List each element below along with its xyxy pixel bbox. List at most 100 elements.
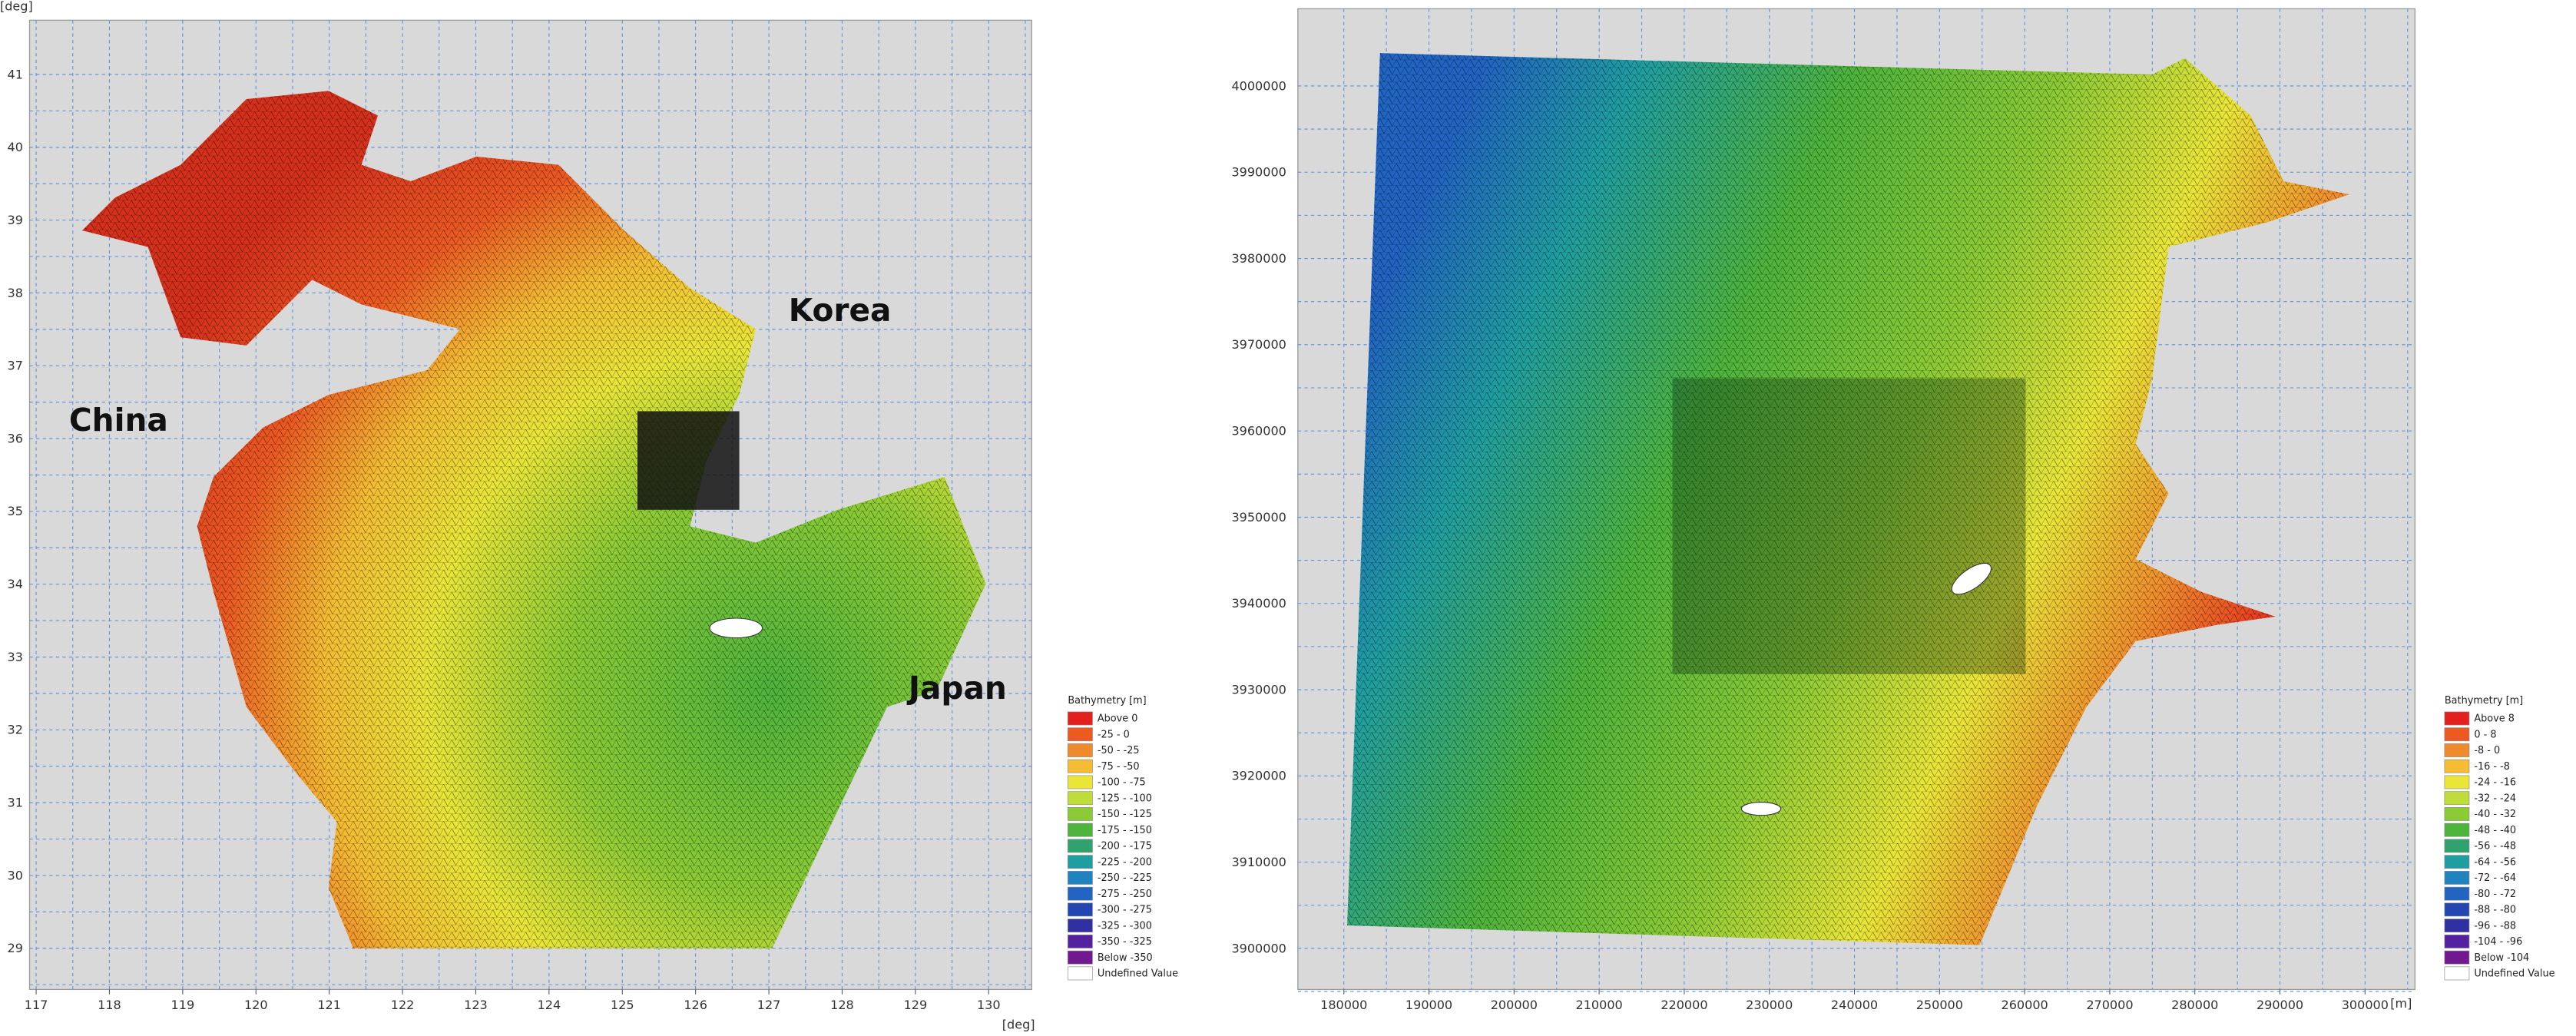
mesh <box>81 91 986 948</box>
x-tick-label: 190000 <box>1406 998 1452 1012</box>
legend-label: -250 - -225 <box>1098 872 1152 884</box>
y-tick-label: 3900000 <box>1231 941 1286 955</box>
x-tick-label: 118 <box>98 998 121 1012</box>
y-tick-label: 3960000 <box>1231 423 1286 438</box>
legend-label: -25 - 0 <box>1098 729 1130 740</box>
x-tick-label: 120 <box>244 998 268 1012</box>
legend-swatch <box>1068 950 1093 965</box>
axis-unit: [deg] <box>1002 1018 1035 1032</box>
y-tick-label: 40 <box>8 140 23 154</box>
legend-label: -175 - -150 <box>1098 825 1152 836</box>
legend-swatch <box>2444 711 2470 726</box>
legend-label: -75 - -50 <box>1098 761 1140 773</box>
legend-swatch <box>2444 775 2470 789</box>
x-tick-label: 210000 <box>1576 998 1623 1012</box>
x-tick-label: 117 <box>25 998 48 1012</box>
x-tick-label: 270000 <box>2086 998 2133 1012</box>
legend-swatch <box>2444 871 2470 885</box>
legend-label: -24 - -16 <box>2474 777 2516 789</box>
y-tick-label: 32 <box>8 723 23 737</box>
x-tick-label: 128 <box>830 998 854 1012</box>
x-tick-label: 220000 <box>1660 998 1707 1012</box>
x-tick-label: 129 <box>904 998 928 1012</box>
legend-swatch <box>1068 743 1093 757</box>
legend-swatch <box>1068 823 1093 837</box>
legend-swatch <box>1068 711 1093 726</box>
legend-label: -16 - -8 <box>2474 761 2510 773</box>
y-tick-label: 30 <box>8 868 23 882</box>
x-tick-label: 250000 <box>1916 998 1963 1012</box>
legend-swatch <box>1068 935 1093 948</box>
x-tick-label: 180000 <box>1320 998 1367 1012</box>
legend-swatch <box>2444 791 2470 806</box>
x-tick-label: 121 <box>317 998 341 1012</box>
legend-swatch <box>1068 839 1093 853</box>
x-tick-label: 125 <box>611 998 634 1012</box>
legend-label: -8 - 0 <box>2474 745 2500 756</box>
legend-swatch <box>1068 902 1093 917</box>
x-tick-label: 123 <box>464 998 488 1012</box>
legend-label: -150 - -125 <box>1098 809 1152 820</box>
legend-title: Bathymetry [m] <box>2445 695 2523 707</box>
legend-label: -80 - -72 <box>2474 889 2516 900</box>
axis-unit: [m] <box>2390 996 2412 1011</box>
x-tick-label: 126 <box>684 998 707 1012</box>
legend-label: -88 - -80 <box>2474 905 2516 916</box>
legend-label: -104 - -96 <box>2474 936 2522 948</box>
legend-swatch <box>1068 727 1093 742</box>
island <box>1951 562 1992 595</box>
legend-label: Below -104 <box>2474 952 2529 964</box>
y-tick-label: 31 <box>8 796 23 810</box>
y-tick-label: 3980000 <box>1231 251 1286 266</box>
legend-swatch <box>2444 902 2470 917</box>
legend-swatch <box>2444 950 2470 965</box>
legend-label: -32 - -24 <box>2474 793 2516 804</box>
y-tick-label: 3970000 <box>1231 337 1286 352</box>
legend-label: -350 - -325 <box>1098 936 1152 948</box>
legend-swatch <box>2444 966 2470 981</box>
legend-label: -72 - -64 <box>2474 872 2516 884</box>
x-tick-label: 280000 <box>2171 998 2218 1012</box>
x-tick-label: 122 <box>391 998 415 1012</box>
y-tick-label: 3910000 <box>1231 855 1286 869</box>
y-tick-label: 38 <box>8 286 23 300</box>
legend-title: Bathymetry [m] <box>1068 695 1146 707</box>
x-tick-label: 300000 <box>2342 998 2389 1012</box>
legend-swatch <box>1068 871 1093 885</box>
legend-swatch <box>2444 886 2470 901</box>
place-label: China <box>69 402 168 439</box>
axis-unit: [deg] <box>0 0 33 14</box>
legend-label: Above 0 <box>1098 713 1138 725</box>
legend-swatch <box>2444 855 2470 869</box>
island <box>1740 802 1782 816</box>
legend-swatch <box>2444 839 2470 853</box>
x-tick-label: 260000 <box>2002 998 2048 1012</box>
legend-label: 0 - 8 <box>2474 729 2496 740</box>
legend-label: -56 - -48 <box>2474 841 2516 852</box>
legend-label: Above 8 <box>2474 713 2515 725</box>
legend-swatch <box>2444 727 2470 742</box>
legend-swatch <box>1068 775 1093 789</box>
legend-swatch <box>2444 759 2470 773</box>
legend-label: -50 - -25 <box>1098 745 1140 756</box>
legend-swatch <box>1068 966 1093 981</box>
legend-swatch <box>2444 823 2470 837</box>
x-tick-label: 290000 <box>2256 998 2303 1012</box>
y-tick-label: 3950000 <box>1231 510 1286 525</box>
x-tick-label: 200000 <box>1491 998 1538 1012</box>
legend-label: -48 - -40 <box>2474 825 2516 836</box>
legend-swatch <box>2444 935 2470 948</box>
legend-label: -325 - -300 <box>1098 920 1152 932</box>
y-tick-label: 33 <box>8 650 23 664</box>
y-tick-label: 41 <box>8 67 23 81</box>
legend-label: -200 - -175 <box>1098 841 1152 852</box>
x-tick-label: 124 <box>538 998 561 1012</box>
legend-swatch <box>1068 886 1093 901</box>
legend-label: -96 - -88 <box>2474 920 2516 932</box>
legend-swatch <box>1068 918 1093 933</box>
refined-mesh <box>1672 378 2026 674</box>
legend-label: -64 - -56 <box>2474 856 2516 868</box>
refined-mesh <box>637 411 740 510</box>
place-label: Korea <box>789 292 892 329</box>
